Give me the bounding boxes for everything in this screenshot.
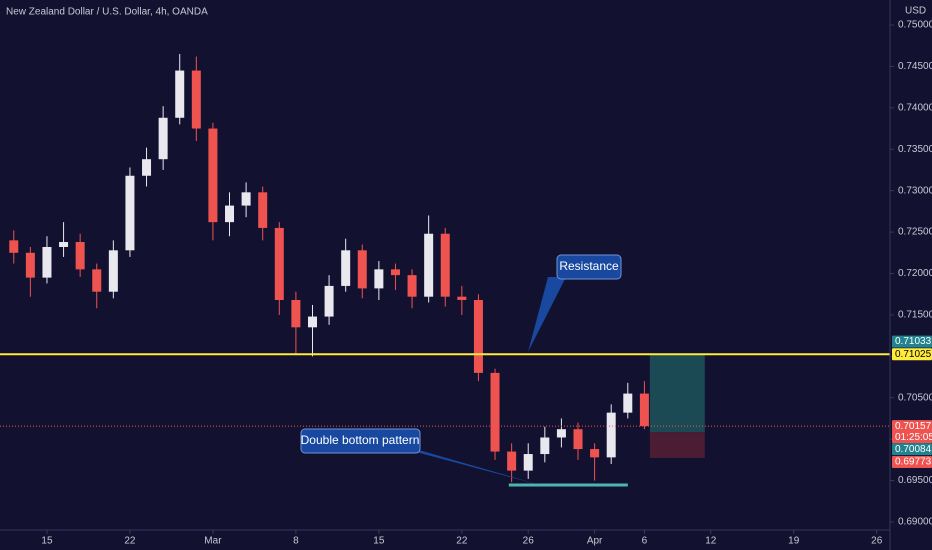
y-tick-label: 0.69000 <box>898 517 932 528</box>
candle-body <box>440 233 450 297</box>
candle-body <box>490 372 500 452</box>
y-tick-label: 0.72500 <box>898 227 932 238</box>
candle-body <box>324 285 334 317</box>
y-tick-label: 0.74000 <box>898 102 932 113</box>
candle-body <box>191 70 201 129</box>
candle-body <box>125 175 135 251</box>
price-label-box <box>892 335 932 348</box>
background-layer <box>649 353 705 458</box>
price-label-box <box>892 420 932 444</box>
axis-unit: USD <box>905 6 926 17</box>
candle-body <box>208 128 218 223</box>
candle-body <box>9 240 19 253</box>
candle-body <box>108 250 118 292</box>
candle-body <box>25 252 35 278</box>
chart-title: New Zealand Dollar / U.S. Dollar, 4h, OA… <box>6 7 208 18</box>
y-tick-label: 0.75000 <box>898 20 932 31</box>
callout-pointer <box>528 277 566 352</box>
price-label-box <box>892 348 932 361</box>
x-tick-label: 6 <box>642 536 648 547</box>
candle-body <box>142 159 152 176</box>
price-label-box <box>892 455 932 468</box>
candle-body <box>639 393 649 427</box>
loss-zone <box>649 432 705 458</box>
x-tick-label: 22 <box>456 536 468 547</box>
x-tick-label: Mar <box>204 536 222 547</box>
x-tick-label: 8 <box>293 536 299 547</box>
candle-body <box>457 296 467 300</box>
x-tick-label: 22 <box>124 536 136 547</box>
candle-body <box>158 117 168 160</box>
candle-body <box>507 451 517 471</box>
candle-body <box>75 242 85 270</box>
plot-layer <box>0 54 890 487</box>
callout-text: Double bottom pattern <box>301 433 420 447</box>
candle-body <box>175 70 185 118</box>
candle-body <box>390 269 400 276</box>
resistance-callout: Resistance <box>528 254 622 352</box>
candle-body <box>556 429 566 438</box>
candle-body <box>307 316 317 328</box>
candle-body <box>59 242 69 247</box>
candle-body <box>225 205 235 223</box>
y-tick-label: 0.74500 <box>898 61 932 72</box>
y-tick-label: 0.69500 <box>898 475 932 486</box>
countdown-label: 01:25:05 <box>895 432 932 443</box>
x-tick-label: 19 <box>788 536 800 547</box>
y-tick-label: 0.73500 <box>898 144 932 155</box>
x-tick-label: 15 <box>41 536 53 547</box>
y-tick-label: 0.70500 <box>898 392 932 403</box>
candle-body <box>341 250 351 286</box>
candle-body <box>473 299 483 373</box>
price-label-box <box>892 443 932 456</box>
candle-body <box>606 412 616 458</box>
y-tick-label: 0.73000 <box>898 185 932 196</box>
candle-body <box>523 454 533 471</box>
x-tick-label: 12 <box>705 536 717 547</box>
candle-body <box>274 227 284 300</box>
x-tick-label: 26 <box>523 536 535 547</box>
x-tick-label: 15 <box>373 536 385 547</box>
candle-body <box>258 192 268 228</box>
callout-box <box>300 428 421 454</box>
axis-layer: 0.690000.695000.700000.705000.710000.715… <box>41 20 932 547</box>
price-label: 0.70084 <box>895 444 932 455</box>
callout-pointer <box>405 446 540 485</box>
candle-body <box>374 269 384 289</box>
callout-text: Resistance <box>559 259 619 273</box>
x-tick-label: 26 <box>871 536 883 547</box>
price-label: 0.69773 <box>895 457 932 468</box>
candle-body <box>241 192 251 206</box>
candle-body <box>573 429 583 450</box>
price-label: 0.71025 <box>895 349 932 360</box>
candle-body <box>424 233 434 297</box>
price-label: 0.70157 <box>895 421 932 432</box>
y-tick-label: 0.71500 <box>898 310 932 321</box>
price-label: 0.71033 <box>895 336 932 347</box>
candle-body <box>407 275 417 297</box>
candle-body <box>623 393 633 413</box>
candle-body <box>291 299 301 328</box>
x-tick-label: Apr <box>587 536 603 547</box>
candle-body <box>92 269 102 292</box>
candle-body <box>42 246 52 278</box>
profit-zone <box>649 353 705 433</box>
candle-body <box>357 250 367 289</box>
candle-body <box>590 449 600 458</box>
candle-body <box>540 437 550 455</box>
callout-box <box>556 254 622 280</box>
y-tick-label: 0.72000 <box>898 268 932 279</box>
double-bottom-callout: Double bottom pattern <box>300 428 540 485</box>
